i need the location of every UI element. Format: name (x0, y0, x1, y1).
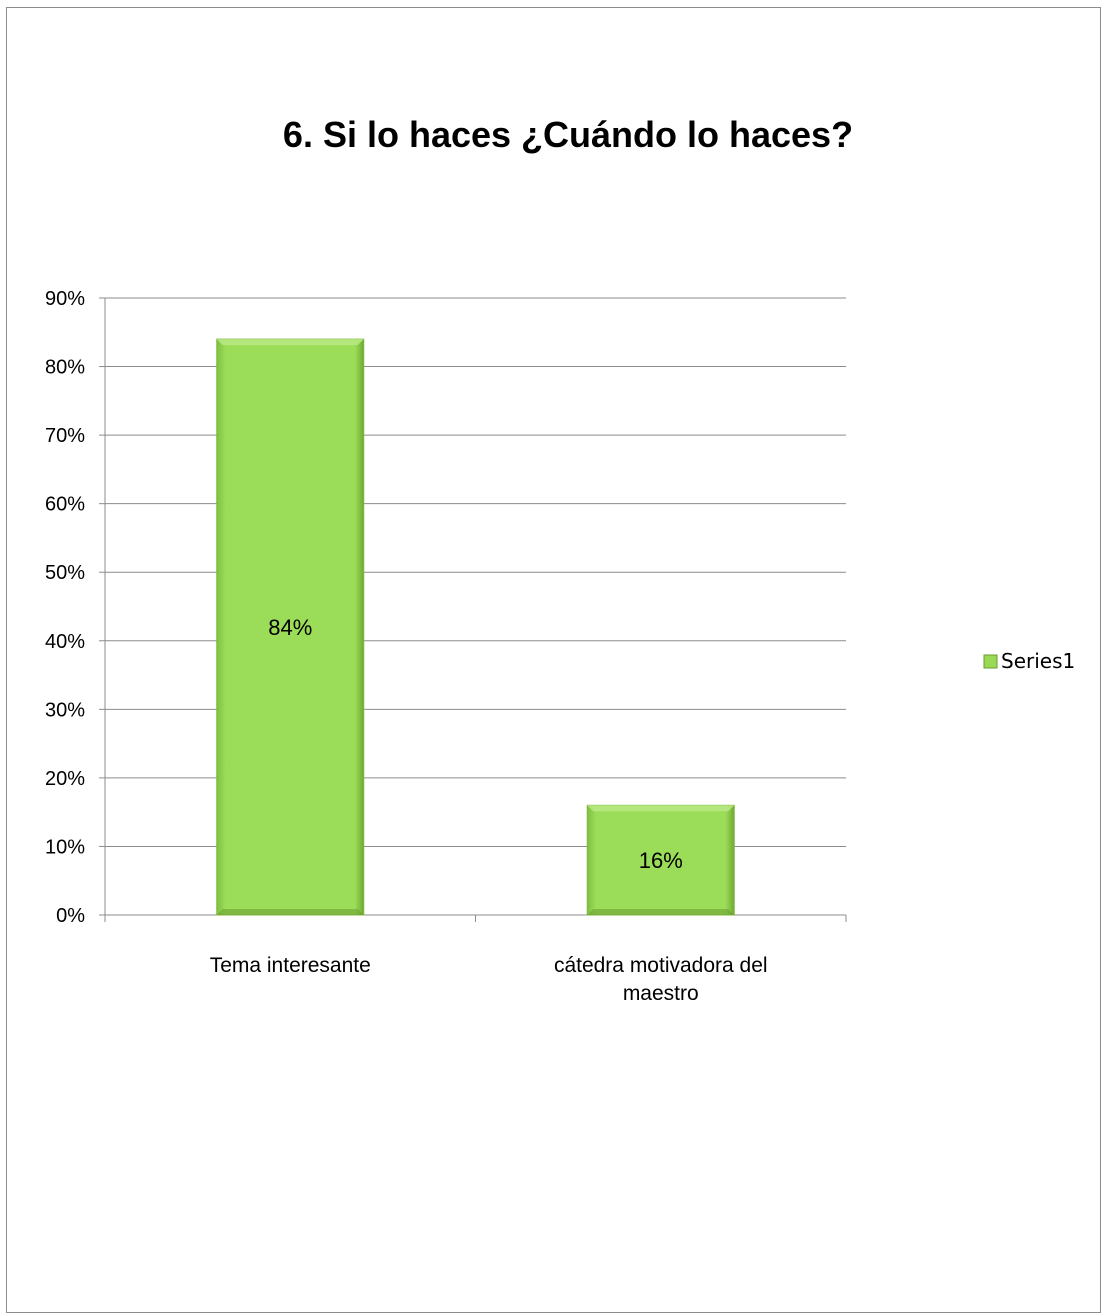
x-tick-label: cátedra motivadora del maestro (554, 954, 768, 1005)
y-tick-label: 0% (56, 905, 85, 927)
legend: Series1 (983, 649, 1075, 673)
bar: 16% (586, 804, 735, 916)
bar-bevel-bottom (587, 909, 735, 915)
y-tick-label: 80% (45, 357, 85, 379)
legend-swatch (983, 654, 998, 669)
y-axis-ticks: 0% 10% 20% 30% 40% 50% 60% 70% 80% 90% (45, 288, 105, 927)
y-tick-label: 60% (45, 494, 85, 516)
y-tick-label: 90% (45, 288, 85, 310)
y-tick-label: 20% (45, 768, 85, 790)
data-label: 84% (268, 615, 312, 640)
bar: 84% (216, 338, 365, 916)
y-tick-label: 50% (45, 562, 85, 584)
x-tick-label: Tema interesante (210, 954, 371, 977)
y-tick-label: 30% (45, 699, 85, 721)
y-tick-label: 70% (45, 425, 85, 447)
chart-frame (6, 7, 1101, 1313)
bars: 84% 16% (216, 338, 735, 916)
gridlines (104, 297, 846, 916)
bar-body (216, 338, 365, 916)
y-tick-label: 40% (45, 631, 85, 653)
legend-label: Series1 (1001, 649, 1075, 673)
bar-bevel-top (587, 805, 735, 812)
bar-body (586, 804, 735, 916)
y-tick-label: 10% (45, 836, 85, 858)
chart-title: 6. Si lo haces ¿Cuándo lo haces? (283, 114, 853, 155)
bar-bevel-top (216, 339, 364, 346)
bar-bevel-bottom (216, 909, 364, 915)
x-axis-ticks: Tema interesante cátedra motivadora del ma… (104, 915, 847, 1005)
data-label: 16% (639, 848, 683, 873)
